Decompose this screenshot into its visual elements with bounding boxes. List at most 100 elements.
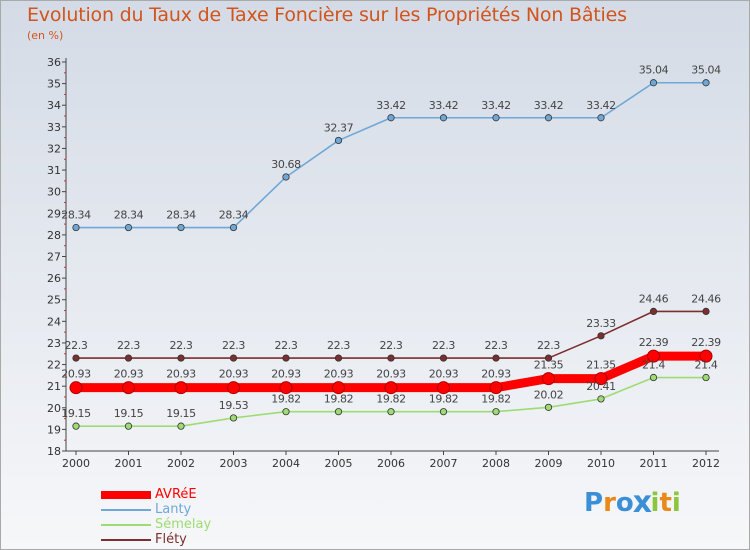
chart-subtitle: (en %)	[27, 29, 64, 42]
logo-letter: i	[671, 488, 681, 518]
y-tick-label: 33	[47, 121, 61, 134]
data-label: 19.15	[114, 407, 144, 420]
data-point	[229, 354, 238, 362]
data-label: 33.42	[481, 99, 511, 112]
data-point	[544, 114, 553, 122]
y-tick-label: 27	[47, 251, 61, 264]
y-tick-label: 20	[47, 402, 61, 415]
data-label: 20.93	[429, 368, 459, 381]
data-point	[702, 79, 710, 87]
x-tick-label: 2001	[115, 457, 143, 470]
legend-swatch	[101, 524, 151, 526]
data-point	[597, 395, 605, 403]
data-point	[544, 403, 553, 411]
data-point	[122, 381, 135, 395]
data-point	[282, 354, 290, 362]
legend-label: Sémelay	[155, 517, 212, 532]
legend-label: AVRéE	[155, 487, 197, 502]
y-tick-label: 26	[47, 272, 61, 285]
data-point	[229, 223, 238, 232]
data-point	[649, 79, 658, 87]
data-label: 22.3	[485, 339, 508, 352]
y-tick-label: 18	[47, 445, 61, 458]
data-point	[597, 332, 605, 340]
logo-letter: t	[659, 488, 672, 518]
data-label: 20.93	[271, 368, 301, 381]
data-label: 28.34	[166, 209, 196, 222]
data-point	[544, 354, 553, 362]
legend-label: Lanty	[155, 502, 192, 517]
data-label: 22.3	[222, 339, 245, 352]
data-label: 22.3	[275, 339, 298, 352]
data-label: 23.33	[586, 317, 616, 330]
data-label: 20.93	[114, 368, 144, 381]
y-tick-label: 32	[47, 142, 61, 155]
data-label: 28.34	[61, 209, 91, 222]
data-point	[387, 114, 395, 122]
data-label: 22.3	[432, 339, 455, 352]
data-label: 19.82	[271, 393, 301, 406]
y-tick-label: 31	[47, 164, 61, 177]
x-tick-label: 2007	[430, 457, 458, 470]
data-label: 20.93	[166, 368, 196, 381]
data-label: 20.41	[586, 380, 616, 393]
data-point	[594, 372, 608, 386]
data-label: 20.02	[534, 388, 564, 401]
data-label: 19.53	[219, 399, 249, 412]
data-point	[177, 354, 185, 362]
logo-letter: P	[584, 488, 604, 518]
data-label: 19.82	[481, 393, 511, 406]
data-point	[492, 408, 500, 416]
data-point	[702, 307, 710, 315]
data-point	[647, 349, 660, 363]
logo-letter: x	[632, 485, 652, 521]
x-tick-label: 2004	[272, 457, 300, 470]
data-label: 19.82	[429, 393, 459, 406]
y-tick-label: 28	[47, 229, 61, 242]
data-label: 20.93	[219, 368, 249, 381]
data-point	[124, 354, 133, 362]
chart-title: Evolution du Taux de Taxe Foncière sur l…	[27, 4, 627, 26]
data-point	[69, 381, 83, 395]
data-point	[437, 381, 450, 395]
data-label: 28.34	[219, 209, 249, 222]
data-label: 28.34	[114, 209, 144, 222]
y-tick-label: 22	[47, 359, 61, 372]
data-point	[597, 114, 605, 122]
data-label: 33.42	[586, 99, 616, 112]
data-label: 35.04	[691, 64, 721, 77]
data-label: 33.42	[429, 99, 459, 112]
data-point	[282, 173, 290, 181]
data-label: 20.93	[61, 368, 91, 381]
x-tick-label: 2010	[587, 457, 615, 470]
data-label: 22.3	[380, 339, 403, 352]
data-point	[649, 307, 658, 315]
data-point	[439, 408, 448, 416]
proxiti-logo: Proxiti	[584, 485, 681, 521]
y-tick-label: 21	[47, 380, 61, 393]
data-label: 20.93	[324, 368, 354, 381]
data-label: 20.93	[481, 368, 511, 381]
data-label: 24.46	[691, 292, 721, 305]
data-point	[177, 223, 185, 232]
data-label: 22.39	[639, 336, 669, 349]
legend-swatch	[101, 491, 151, 499]
data-point	[174, 381, 188, 395]
x-tick-label: 2002	[167, 457, 195, 470]
data-point	[439, 114, 448, 122]
data-point	[699, 349, 713, 363]
data-label: 19.15	[61, 407, 91, 420]
y-tick-label: 29	[47, 207, 61, 220]
data-point	[384, 381, 398, 395]
logo-letter: i	[650, 488, 660, 518]
data-point	[542, 372, 555, 386]
data-label: 19.15	[166, 407, 196, 420]
legend-label: Fléty	[155, 532, 187, 547]
x-tick-label: 2012	[692, 457, 720, 470]
data-label: 21.35	[586, 359, 616, 372]
data-point	[72, 223, 80, 232]
legend-swatch	[101, 509, 151, 511]
data-label: 33.42	[534, 99, 564, 112]
y-tick-label: 19	[47, 423, 61, 436]
